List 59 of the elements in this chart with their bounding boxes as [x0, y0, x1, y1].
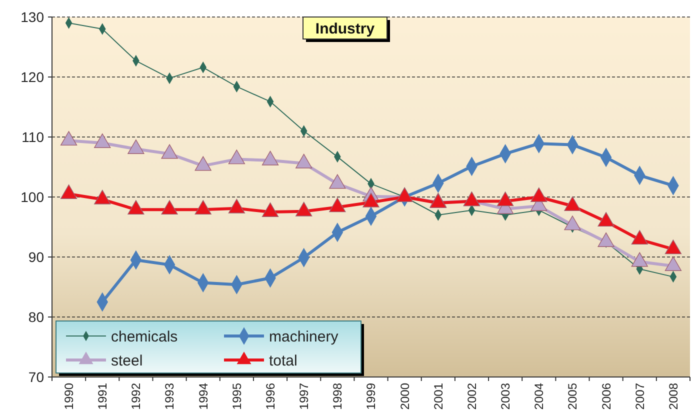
- point: [598, 232, 614, 247]
- point: [60, 131, 78, 146]
- x-tick-label: 1994: [196, 382, 210, 410]
- y-tick-label: 110: [22, 128, 44, 145]
- point: [262, 202, 279, 217]
- point: [194, 200, 212, 215]
- y-tick-label: 100: [20, 188, 44, 205]
- x-tick-label: 2008: [666, 382, 680, 410]
- point: [296, 202, 312, 216]
- legend-label: machinery: [269, 328, 339, 346]
- point: [228, 150, 246, 164]
- x-tick-label: 2003: [498, 382, 513, 410]
- point: [228, 198, 246, 214]
- legend-label: chemicals: [111, 328, 178, 346]
- x-tick-label: 2000: [398, 382, 412, 410]
- point: [94, 190, 111, 204]
- chart-title: Industry: [315, 20, 376, 38]
- x-tick-label: 1997: [297, 382, 312, 410]
- point: [94, 133, 111, 148]
- point: [631, 252, 648, 267]
- x-tick-label: 2001: [431, 382, 446, 410]
- point: [296, 154, 312, 168]
- y-tick-label: 90: [28, 248, 44, 265]
- x-tick-label: 1998: [330, 382, 345, 410]
- y-tick-label: 120: [20, 68, 44, 85]
- point: [262, 150, 279, 166]
- y-tick-label: 70: [28, 368, 44, 385]
- point: [496, 192, 514, 206]
- x-tick-label: 1999: [364, 382, 378, 410]
- x-tick-label: 1995: [230, 382, 244, 410]
- point: [128, 139, 144, 154]
- x-tick-label: 2004: [532, 382, 546, 410]
- point: [161, 200, 178, 215]
- point: [329, 198, 346, 212]
- x-tick-label: 1992: [129, 382, 144, 410]
- y-tick-label: 130: [20, 8, 44, 25]
- point: [564, 196, 581, 211]
- legend-label: steel: [111, 352, 143, 370]
- x-tick-label: 1996: [263, 382, 278, 410]
- point: [362, 192, 380, 208]
- point: [598, 212, 614, 227]
- point: [329, 174, 346, 189]
- point: [664, 256, 682, 271]
- x-tick-label: 2007: [632, 382, 647, 410]
- point: [60, 184, 78, 199]
- legend-label: total: [269, 352, 298, 370]
- x-tick-label: 2005: [566, 382, 580, 410]
- point: [664, 240, 682, 254]
- x-tick-label: 2006: [599, 382, 614, 410]
- point: [128, 200, 144, 215]
- point: [194, 156, 212, 171]
- point: [161, 144, 178, 159]
- x-tick-label: 1993: [162, 382, 177, 410]
- point: [631, 230, 648, 245]
- x-tick-label: 1991: [96, 382, 110, 410]
- x-tick-label: 2002: [464, 382, 479, 410]
- y-tick-label: 80: [28, 308, 44, 325]
- point: [530, 187, 548, 202]
- x-tick-label: 1990: [62, 382, 76, 410]
